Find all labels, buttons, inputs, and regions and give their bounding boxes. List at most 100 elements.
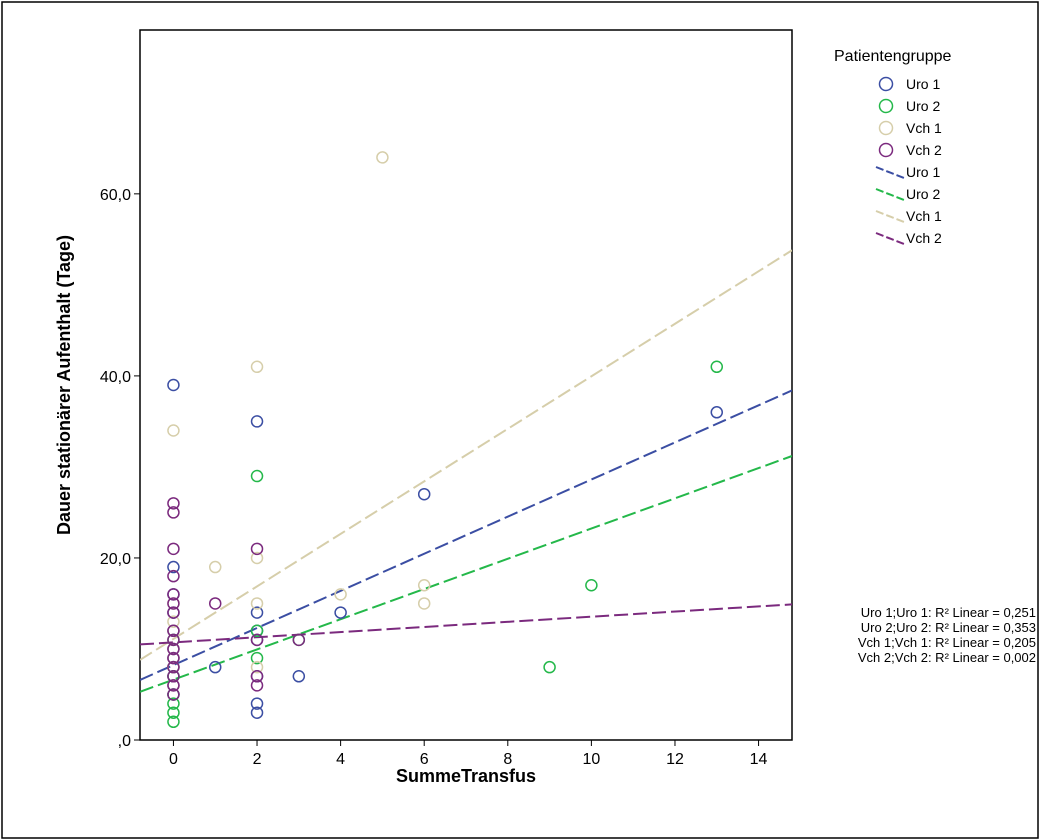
fit-line-uro-2 — [140, 455, 792, 693]
data-point-uro-1 — [250, 697, 264, 710]
data-points — [167, 151, 724, 729]
data-point-uro-2 — [167, 697, 180, 710]
data-point-vch-2 — [208, 597, 222, 610]
x-axis: 0 2 4 6 8 10 12 14 — [169, 740, 768, 768]
data-point-vch-2 — [167, 497, 180, 510]
data-point-vch-2 — [167, 679, 180, 692]
x-tick-label: 12 — [666, 751, 684, 768]
legend-line — [875, 166, 905, 179]
data-point-vch-1 — [417, 579, 431, 592]
data-point-uro-1 — [167, 560, 180, 574]
r2-annotation: Vch 2;Vch 2: R² Linear = 0,002 — [858, 650, 1036, 665]
data-point-vch-2 — [167, 670, 180, 683]
data-point-vch-2 — [167, 660, 180, 674]
legend-marker — [878, 142, 894, 158]
data-point-vch-1 — [208, 560, 222, 574]
data-point-uro-2 — [250, 651, 264, 665]
data-point-vch-2 — [167, 642, 180, 656]
y-tick-label: 60,0 — [100, 187, 131, 204]
legend-line — [875, 232, 905, 245]
data-point-vch-2 — [167, 597, 180, 610]
legend-label: Uro 1 — [906, 164, 940, 180]
data-point-uro-1 — [250, 606, 264, 619]
data-point-vch-1 — [250, 551, 264, 565]
data-point-vch-2 — [167, 606, 180, 619]
data-point-uro-2 — [585, 579, 598, 592]
r2-annotation: Vch 1;Vch 1: R² Linear = 0,205 — [858, 635, 1036, 650]
data-point-uro-2 — [250, 469, 264, 483]
r2-annotation: Uro 2;Uro 2: R² Linear = 0,353 — [861, 620, 1036, 635]
legend-label: Vch 1 — [906, 208, 942, 224]
legend-marker — [878, 98, 894, 114]
data-point-vch-2 — [250, 679, 264, 692]
data-point-uro-2 — [250, 624, 264, 638]
data-point-uro-2 — [167, 715, 180, 729]
x-tick-label: 6 — [420, 751, 429, 768]
x-axis-title: SummeTransfus — [396, 766, 536, 786]
data-point-vch-1 — [376, 151, 389, 164]
x-tick-label: 4 — [336, 751, 345, 768]
legend-label: Vch 1 — [906, 120, 942, 136]
fit-line-vch-1 — [140, 249, 792, 661]
data-point-vch-1 — [167, 424, 180, 437]
x-tick-label: 8 — [503, 751, 512, 768]
legend-marker — [878, 120, 894, 136]
y-axis: ,0 20,0 40,0 60,0 — [100, 187, 140, 750]
data-point-uro-1 — [208, 660, 222, 674]
data-point-vch-2 — [167, 569, 180, 583]
fit-lines — [140, 249, 792, 693]
fit-line-vch-2 — [140, 603, 792, 646]
data-point-uro-2 — [543, 660, 556, 674]
data-point-uro-1 — [250, 415, 264, 428]
legend-label: Uro 2 — [906, 98, 940, 114]
legend-label: Vch 2 — [906, 230, 942, 246]
legend-label: Vch 2 — [906, 142, 942, 158]
data-point-vch-2 — [250, 670, 264, 683]
data-point-uro-1 — [167, 378, 180, 392]
data-point-uro-1 — [250, 706, 264, 719]
data-point-uro-2 — [710, 360, 724, 374]
data-point-vch-1 — [417, 597, 431, 610]
y-tick-label: 40,0 — [100, 369, 131, 386]
legend-line — [875, 188, 905, 201]
data-point-vch-2 — [167, 633, 180, 647]
plot-area — [139, 29, 793, 741]
y-tick-label: 20,0 — [100, 551, 131, 568]
legend-line — [875, 210, 905, 223]
data-point-vch-2 — [250, 633, 264, 647]
data-point-vch-1 — [250, 360, 264, 374]
data-point-vch-1 — [250, 660, 264, 674]
data-point-uro-1 — [292, 670, 306, 683]
data-point-uro-1 — [334, 606, 347, 619]
data-point-vch-2 — [167, 624, 180, 638]
data-point-uro-1 — [710, 406, 724, 419]
data-point-vch-2 — [167, 506, 180, 519]
data-point-vch-1 — [250, 597, 264, 610]
data-point-vch-2 — [167, 688, 180, 701]
data-point-vch-2 — [167, 651, 180, 665]
legend-title: Patientengruppe — [834, 48, 952, 65]
data-point-uro-1 — [417, 487, 431, 501]
data-point-vch-1 — [334, 588, 347, 601]
data-point-vch-1 — [167, 615, 180, 628]
r2-annotation: Uro 1;Uro 1: R² Linear = 0,251 — [861, 605, 1036, 620]
x-tick-label: 14 — [750, 751, 768, 768]
y-axis-title: Dauer stationärer Aufenthalt (Tage) — [54, 235, 74, 535]
legend-label: Uro 1 — [906, 76, 940, 92]
legend: Patientengruppe Uro 1 Uro 2 Vch 1 Vch 2 Uro … — [834, 48, 952, 246]
y-tick-label: ,0 — [118, 733, 131, 750]
data-point-vch-2 — [250, 542, 264, 556]
x-tick-label: 0 — [169, 751, 178, 768]
x-tick-label: 2 — [253, 751, 262, 768]
legend-label: Uro 2 — [906, 186, 940, 202]
fit-line-uro-1 — [140, 389, 792, 681]
data-point-vch-2 — [167, 542, 180, 556]
data-point-vch-2 — [292, 633, 306, 647]
legend-marker — [878, 76, 894, 92]
data-point-uro-2 — [167, 706, 180, 719]
data-point-vch-2 — [167, 588, 180, 601]
x-tick-label: 10 — [582, 751, 600, 768]
